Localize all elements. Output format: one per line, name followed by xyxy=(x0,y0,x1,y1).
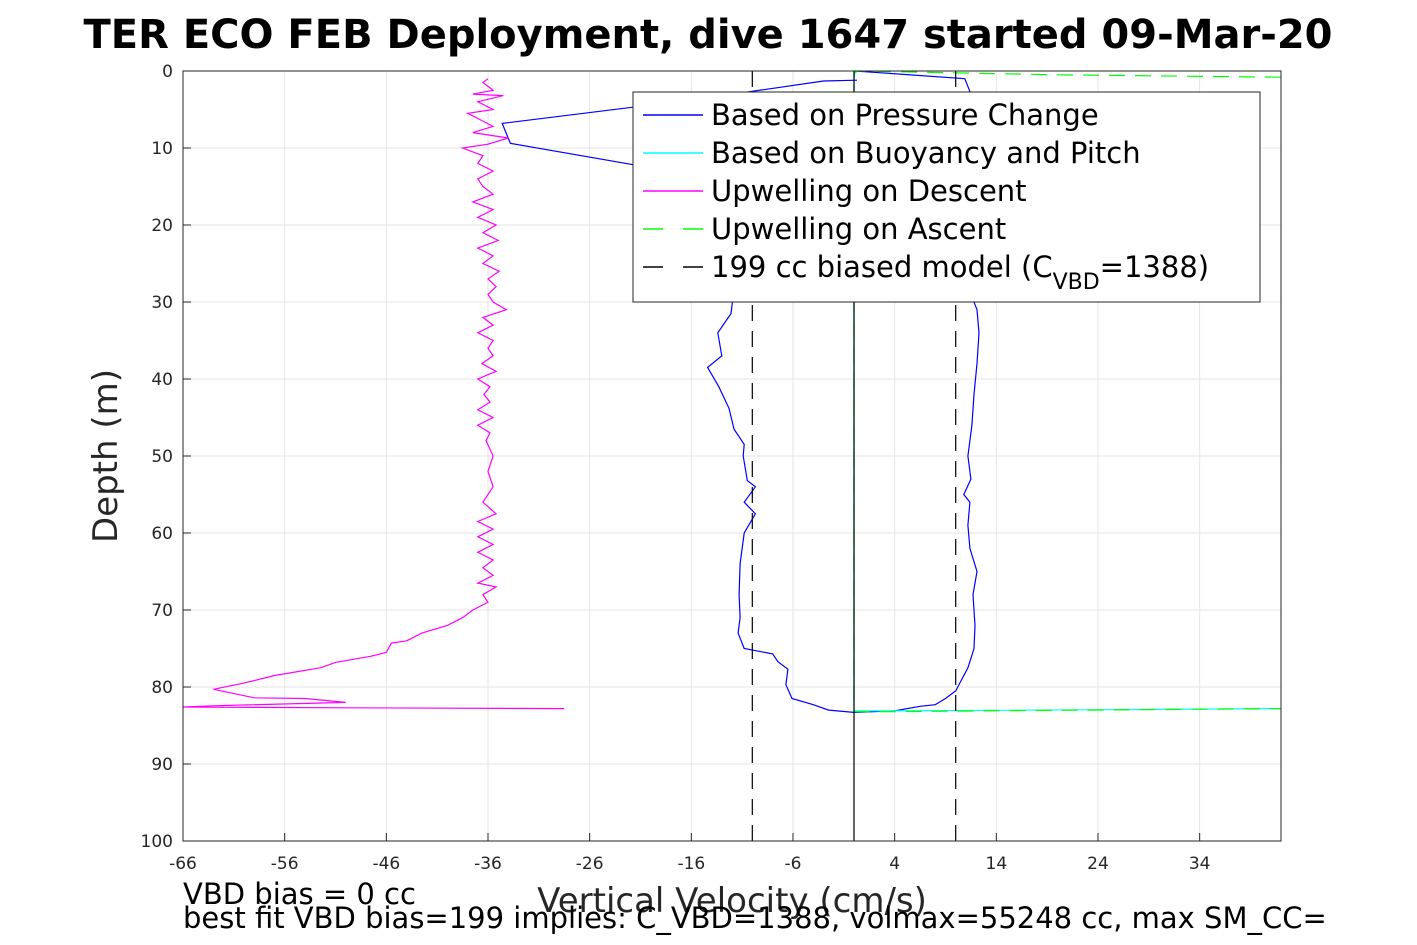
y-tick-label: 60 xyxy=(151,524,173,544)
x-tick-label: -66 xyxy=(169,854,197,874)
best-fit-note: best fit VBD bias=199 implies: C_VBD=138… xyxy=(183,901,1327,935)
x-tick-label: 24 xyxy=(1087,854,1109,874)
y-tick-label: 10 xyxy=(151,139,173,159)
legend-label-subscript: VBD xyxy=(1053,270,1100,295)
legend-label-1: Based on Buoyancy and Pitch xyxy=(711,136,1141,170)
legend-label-text: Upwelling on Ascent xyxy=(711,212,1006,246)
y-axis-label: Depth (m) xyxy=(86,369,126,543)
y-tick-label: 70 xyxy=(151,601,173,621)
x-tick-label: -26 xyxy=(576,854,604,874)
legend: Based on Pressure Change Based on Buoyanc… xyxy=(632,91,1261,303)
x-tick-label: 4 xyxy=(889,854,900,874)
series-line-2 xyxy=(182,78,565,710)
x-tick-label: -46 xyxy=(372,854,400,874)
y-tick-label: 20 xyxy=(151,216,173,236)
vbd-bias-note: VBD bias = 0 cc xyxy=(183,877,416,911)
y-tick-label: 90 xyxy=(151,755,173,775)
x-axis-label: Vertical Velocity (cm/s) xyxy=(537,881,927,921)
legend-label-text: Upwelling on Descent xyxy=(711,174,1027,208)
x-tick-label: -36 xyxy=(474,854,502,874)
y-tick-label: 50 xyxy=(151,447,173,467)
legend-label-text: Based on Pressure Change xyxy=(711,98,1099,132)
y-tick-label: 100 xyxy=(141,832,173,852)
legend-label-4: 199 cc biased model (CVBD=1388) xyxy=(711,250,1209,295)
legend-label-tail: =1388) xyxy=(1100,250,1209,284)
ticks: -66 -56 -46 -36 -26 -16 -6 4 14 24 34 0 10 20 30 40 50 60… xyxy=(141,62,1211,874)
legend-label-text: Based on Buoyancy and Pitch xyxy=(711,136,1141,170)
legend-box xyxy=(632,91,1261,303)
chart-title: TER ECO FEB Deployment, dive 1647 starte… xyxy=(83,12,1332,58)
legend-label-text: 199 cc biased model (C xyxy=(711,250,1053,284)
legend-label-2: Upwelling on Descent xyxy=(711,174,1027,208)
x-tick-label: 34 xyxy=(1189,854,1211,874)
x-tick-label: 14 xyxy=(986,854,1008,874)
legend-label-0: Based on Pressure Change xyxy=(711,98,1099,132)
y-tick-label: 80 xyxy=(151,678,173,698)
legend-label-3: Upwelling on Ascent xyxy=(711,212,1006,246)
x-tick-label: -16 xyxy=(677,854,705,874)
x-tick-label: -56 xyxy=(271,854,299,874)
y-tick-label: 0 xyxy=(162,62,173,82)
y-tick-label: 30 xyxy=(151,293,173,313)
y-tick-label: 40 xyxy=(151,370,173,390)
x-tick-label: -6 xyxy=(785,854,802,874)
series-line-0 xyxy=(501,70,980,714)
